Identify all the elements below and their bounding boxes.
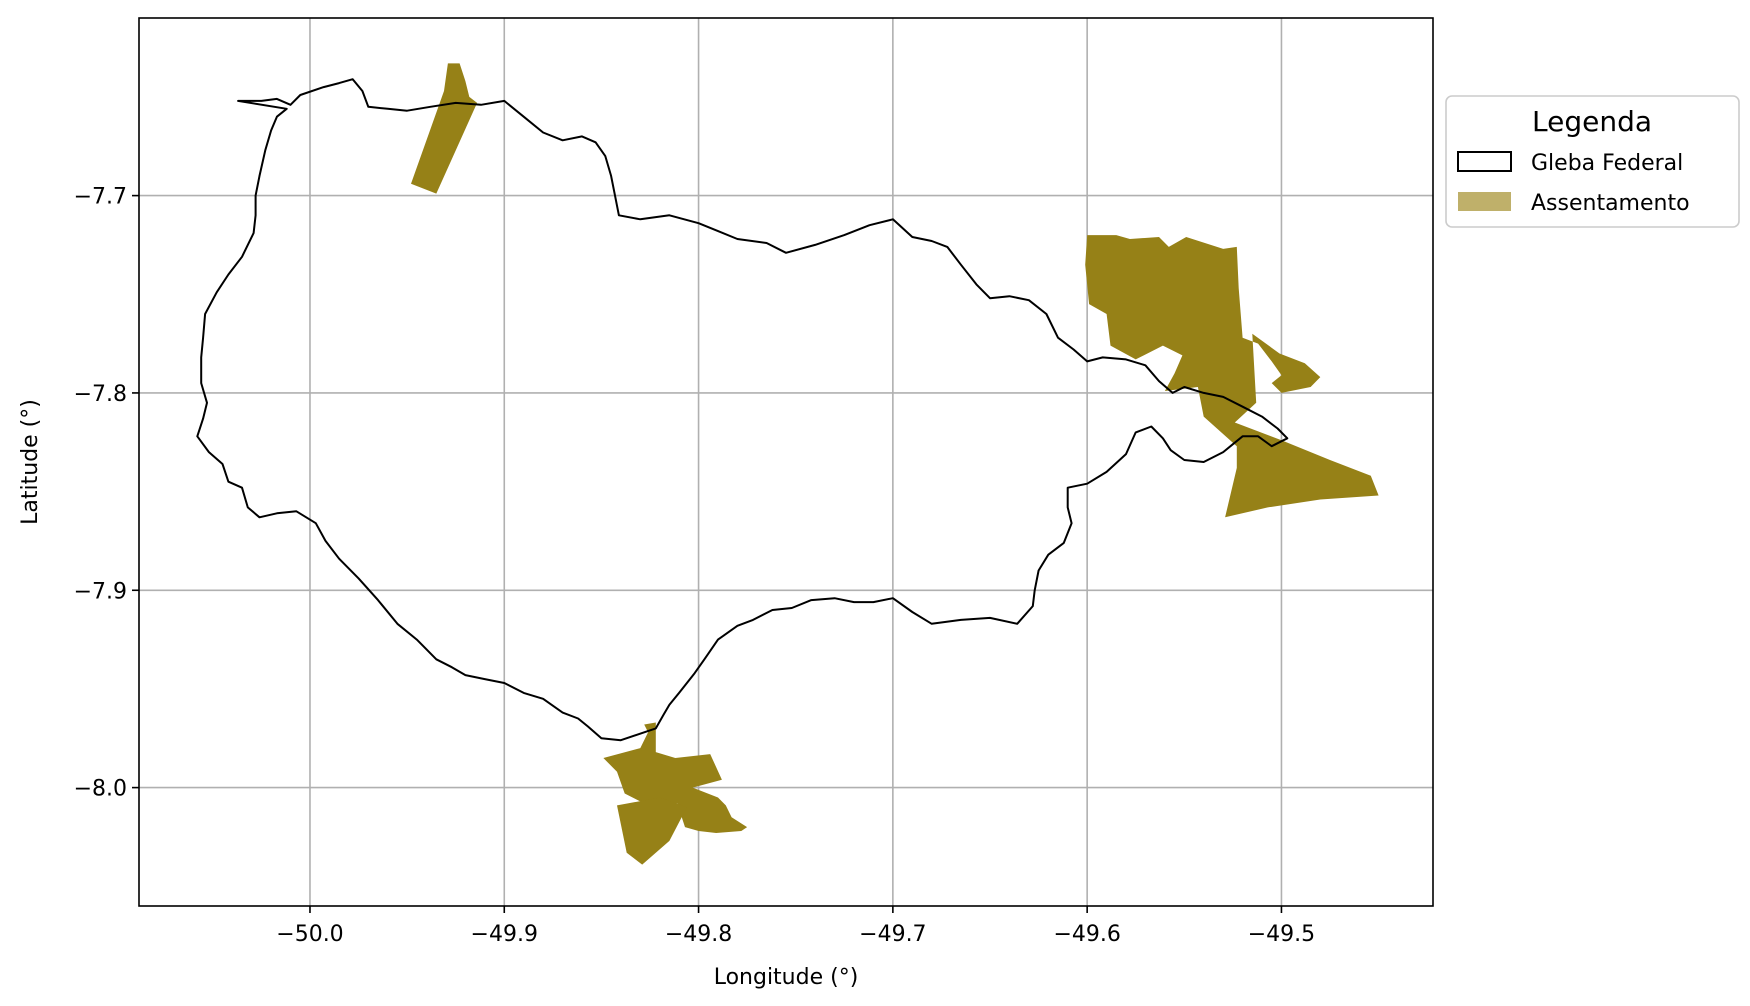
legend-box (1445, 95, 1740, 228)
legend-swatch-gleba (1457, 151, 1512, 172)
gleba-federal-outline (196, 78, 1289, 742)
x-tick-label: −49.6 (1053, 922, 1120, 947)
assentamento-polygon-1 (411, 63, 478, 194)
x-axis-ticks: −50.0 −49.9 −49.8 −49.7 −49.6 −49.5 (276, 906, 1315, 947)
axes-frame (138, 17, 1434, 907)
y-axis-ticks: −7.7 −7.8 −7.9 −8.0 (74, 185, 139, 802)
map-polygons (196, 63, 1379, 865)
assentamento-polygon-2 (1085, 235, 1379, 518)
legend-label-assentamento: Assentamento (1531, 191, 1690, 216)
x-tick-label: −49.9 (471, 922, 538, 947)
assentamento-polygon-4 (617, 797, 687, 865)
assentamento-polygon-3 (603, 722, 748, 833)
x-axis-title: Longitude (°) (714, 965, 859, 990)
legend: Legenda Gleba Federal Assentamento (1445, 95, 1740, 228)
x-tick-label: −49.5 (1248, 922, 1315, 947)
y-tick-label: −7.7 (74, 185, 127, 210)
x-tick-label: −49.7 (859, 922, 926, 947)
legend-swatch-assentamento (1458, 192, 1511, 211)
legend-title: Legenda (1532, 105, 1652, 138)
y-tick-label: −8.0 (74, 777, 127, 802)
x-tick-label: −49.8 (665, 922, 732, 947)
y-tick-label: −7.9 (74, 579, 127, 604)
y-axis-title: Latitude (°) (18, 399, 43, 525)
y-tick-label: −7.8 (74, 382, 127, 407)
legend-label-gleba: Gleba Federal (1531, 151, 1683, 176)
x-tick-label: −50.0 (276, 922, 343, 947)
